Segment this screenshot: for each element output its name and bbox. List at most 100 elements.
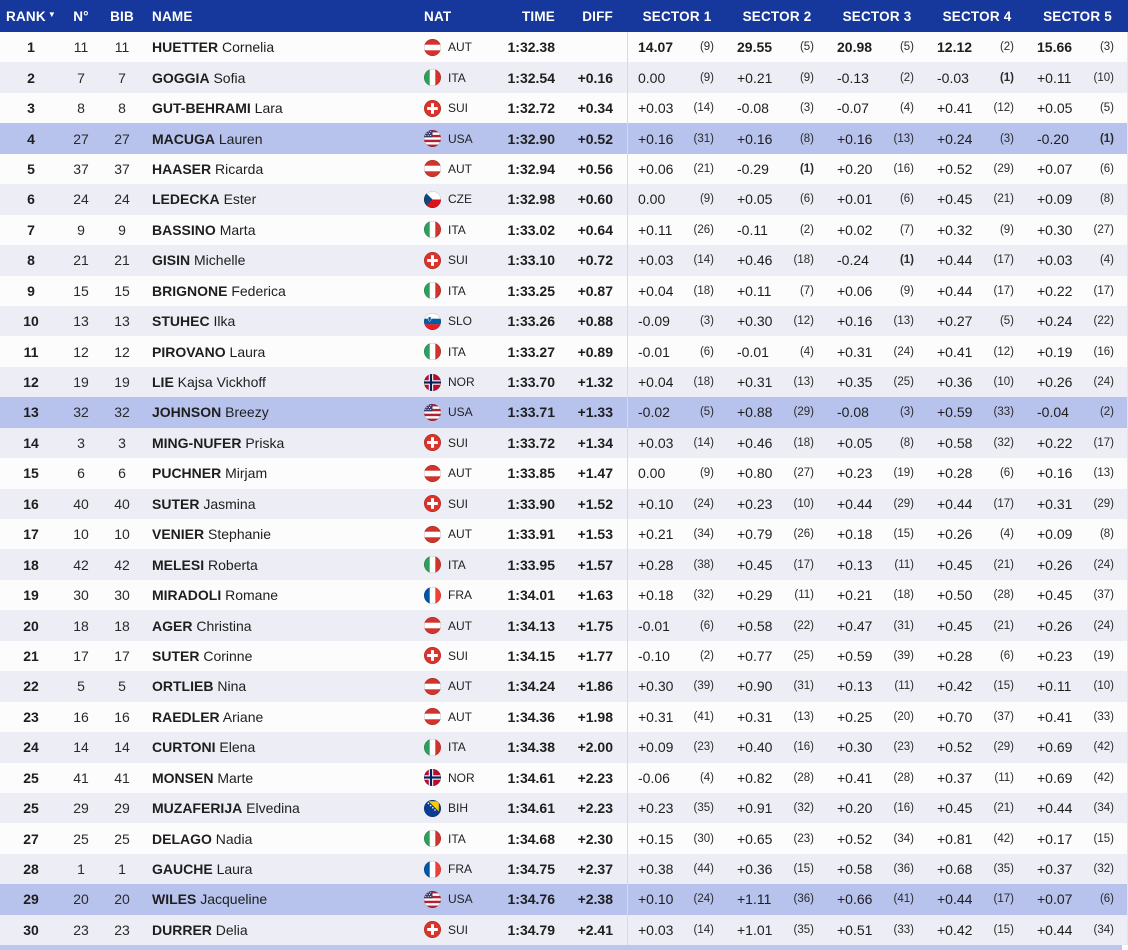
flag-icon-fra — [424, 586, 441, 604]
athlete-firstname: Priska — [245, 434, 285, 451]
time-cell: 1:34.24 — [507, 678, 555, 695]
sector2-cell: +0.31 (13) — [727, 367, 827, 397]
result-row[interactable]: 5 37 37 HAASER Ricarda AUT 1:32.94 +0.56… — [0, 153, 1128, 185]
column-header-time[interactable]: TIME — [521, 8, 555, 24]
sector-rank: (6) — [999, 467, 1014, 480]
sector4-cell: +0.44 (17) — [927, 884, 1027, 914]
result-row[interactable]: 23 16 16 RAEDLER Ariane AUT 1:34.36 +1.9… — [0, 701, 1128, 733]
result-row[interactable]: 15 6 6 PUCHNER Mirjam AUT 1:33.85 +1.47 … — [0, 458, 1128, 489]
sector-time-value: +0.45 — [937, 617, 973, 634]
result-row[interactable]: 6 24 24 LEDECKA Ester CZE 1:32.98 +0.60 … — [0, 184, 1128, 215]
result-row[interactable]: 1 11 11 HUETTER Cornelia AUT 1:32.38 14.… — [0, 32, 1128, 63]
sector1-cell: +0.18 (32) — [627, 579, 727, 611]
result-row[interactable]: 28 1 1 GAUCHE Laura FRA 1:34.75 +2.37 +0… — [0, 853, 1128, 885]
result-row[interactable]: 2 7 7 GOGGIA Sofia ITA 1:32.54 +0.16 0.0… — [0, 62, 1128, 93]
sector1-cell: +0.28 (38) — [627, 549, 727, 580]
bib-cell: 5 — [118, 678, 126, 695]
column-header-number[interactable]: N° — [73, 8, 89, 24]
result-row[interactable]: 25 29 29 MUZAFERIJA Elvedina BIH 1:34.61… — [0, 792, 1128, 824]
sector-time-value: +0.82 — [737, 769, 773, 786]
rank-cell: 18 — [23, 556, 39, 573]
sector-rank: (10) — [1093, 71, 1114, 84]
rank-cell: 24 — [23, 739, 39, 756]
sector-rank: (4) — [799, 345, 814, 358]
result-row[interactable]: 11 12 12 PIROVANO Laura ITA 1:33.27 +0.8… — [0, 336, 1128, 367]
result-row[interactable]: 18 42 42 MELESI Roberta ITA 1:33.95 +1.5… — [0, 549, 1128, 580]
result-row[interactable]: 9 15 15 BRIGNONE Federica ITA 1:33.25 +0… — [0, 275, 1128, 306]
athlete-firstname: Ariane — [222, 708, 264, 725]
result-row[interactable]: 4 27 27 MACUGA Lauren USA 1:32.90 +0.52 … — [0, 123, 1128, 154]
result-row[interactable]: 16 40 40 SUTER Jasmina SUI 1:33.90 +1.52… — [0, 488, 1128, 519]
time-cell: 1:34.68 — [507, 830, 555, 847]
nation-code: NOR — [448, 375, 475, 390]
flag-icon-ita — [424, 738, 441, 756]
result-row[interactable]: 14 3 3 MING-NUFER Priska SUI 1:33.72 +1.… — [0, 427, 1128, 459]
nation-code: FRA — [448, 588, 472, 603]
nation-code: USA — [448, 892, 473, 907]
sector-rank: (33) — [993, 406, 1014, 419]
column-header-diff[interactable]: DIFF — [582, 8, 613, 24]
sector-time-value: +0.03 — [638, 921, 674, 938]
column-header-sector4[interactable]: SECTOR 4 — [942, 8, 1012, 24]
sector-rank: (18) — [693, 376, 714, 389]
sector-rank: (21) — [993, 619, 1014, 632]
sector4-cell: -0.03 (1) — [927, 62, 1027, 92]
column-header-sector1[interactable]: SECTOR 1 — [642, 8, 712, 24]
result-row[interactable]: 17 10 10 VENIER Stephanie AUT 1:33.91 +1… — [0, 519, 1128, 550]
sector-rank: (11) — [894, 558, 914, 571]
result-row[interactable]: 19 30 30 MIRADOLI Romane FRA 1:34.01 +1.… — [0, 579, 1128, 611]
result-row[interactable]: 10 13 13 STUHEC Ilka SLO 1:33.26 +0.88 -… — [0, 305, 1128, 337]
bib-cell: 17 — [114, 647, 130, 664]
column-header-sector3[interactable]: SECTOR 3 — [842, 8, 912, 24]
time-cell: 1:33.25 — [507, 282, 555, 299]
nation-code: AUT — [448, 618, 472, 633]
sector-rank: (7) — [899, 223, 914, 236]
sector-time-value: +0.28 — [937, 647, 973, 664]
sector4-cell: +0.44 (17) — [927, 489, 1027, 519]
column-header-nat[interactable]: NAT — [424, 8, 452, 24]
column-header-sector5[interactable]: SECTOR 5 — [1043, 8, 1112, 24]
sector2-cell: +0.90 (31) — [727, 671, 827, 701]
result-row[interactable]: 25 41 41 MONSEN Marte NOR 1:34.61 +2.23 … — [0, 762, 1128, 793]
time-cell: 1:34.38 — [507, 739, 555, 756]
sector-rank: (18) — [793, 436, 814, 449]
athlete-firstname: Michelle — [194, 252, 246, 269]
sector5-cell: -0.20 (1) — [1027, 123, 1128, 154]
column-header-rank-label: RANK — [6, 8, 46, 24]
sector-rank: (16) — [793, 741, 814, 754]
column-header-rank[interactable]: RANK ▼ — [0, 9, 62, 24]
sector-rank: (16) — [1093, 345, 1114, 358]
sector-time-value: +0.07 — [1037, 891, 1073, 908]
number-cell: 3 — [77, 434, 85, 451]
sector-time-value: +0.18 — [837, 526, 873, 543]
athlete-lastname: MELESI — [152, 556, 205, 573]
result-row[interactable]: 20 18 18 AGER Christina AUT 1:34.13 +1.7… — [0, 610, 1128, 641]
result-row[interactable]: 3 8 8 GUT-BEHRAMI Lara SUI 1:32.72 +0.34… — [0, 92, 1128, 124]
athlete-firstname: Breezy — [225, 404, 269, 421]
nation-cell: USA — [416, 890, 496, 908]
result-row[interactable]: 8 21 21 GISIN Michelle SUI 1:33.10 +0.72… — [0, 245, 1128, 276]
sector-time-value: +0.45 — [1037, 587, 1073, 604]
nation-cell: ITA — [416, 69, 496, 87]
column-header-name[interactable]: NAME — [152, 8, 193, 24]
diff-cell: +2.38 — [577, 891, 613, 908]
column-header-sector2[interactable]: SECTOR 2 — [742, 8, 812, 24]
result-row[interactable]: 13 32 32 JOHNSON Breezy USA 1:33.71 +1.3… — [0, 397, 1128, 428]
sector4-cell: +0.36 (10) — [927, 367, 1027, 397]
result-row[interactable]: 24 14 14 CURTONI Elena ITA 1:34.38 +2.00… — [0, 732, 1128, 763]
athlete-firstname: Christina — [196, 617, 252, 634]
sector-time-value: +0.05 — [737, 191, 773, 208]
result-row[interactable]: 7 9 9 BASSINO Marta ITA 1:33.02 +0.64 +0… — [0, 214, 1128, 246]
sector-time-value: +0.24 — [937, 130, 973, 147]
result-row[interactable]: 27 25 25 DELAGO Nadia ITA 1:34.68 +2.30 … — [0, 823, 1128, 854]
result-row[interactable]: 30 23 23 DURRER Delia SUI 1:34.79 +2.41 … — [0, 914, 1128, 946]
result-row[interactable]: 21 17 17 SUTER Corinne SUI 1:34.15 +1.77… — [0, 640, 1128, 672]
sector-rank: (9) — [799, 71, 814, 84]
nation-cell: SUI — [416, 921, 496, 939]
result-row[interactable]: 22 5 5 ORTLIEB Nina AUT 1:34.24 +1.86 +0… — [0, 671, 1128, 702]
column-header-bib[interactable]: BIB — [110, 8, 134, 24]
sector-rank: (8) — [799, 132, 814, 145]
result-row[interactable]: 12 19 19 LIE Kajsa Vickhoff NOR 1:33.70 … — [0, 366, 1128, 398]
result-row[interactable]: 29 20 20 WILES Jacqueline USA 1:34.76 +2… — [0, 884, 1128, 915]
